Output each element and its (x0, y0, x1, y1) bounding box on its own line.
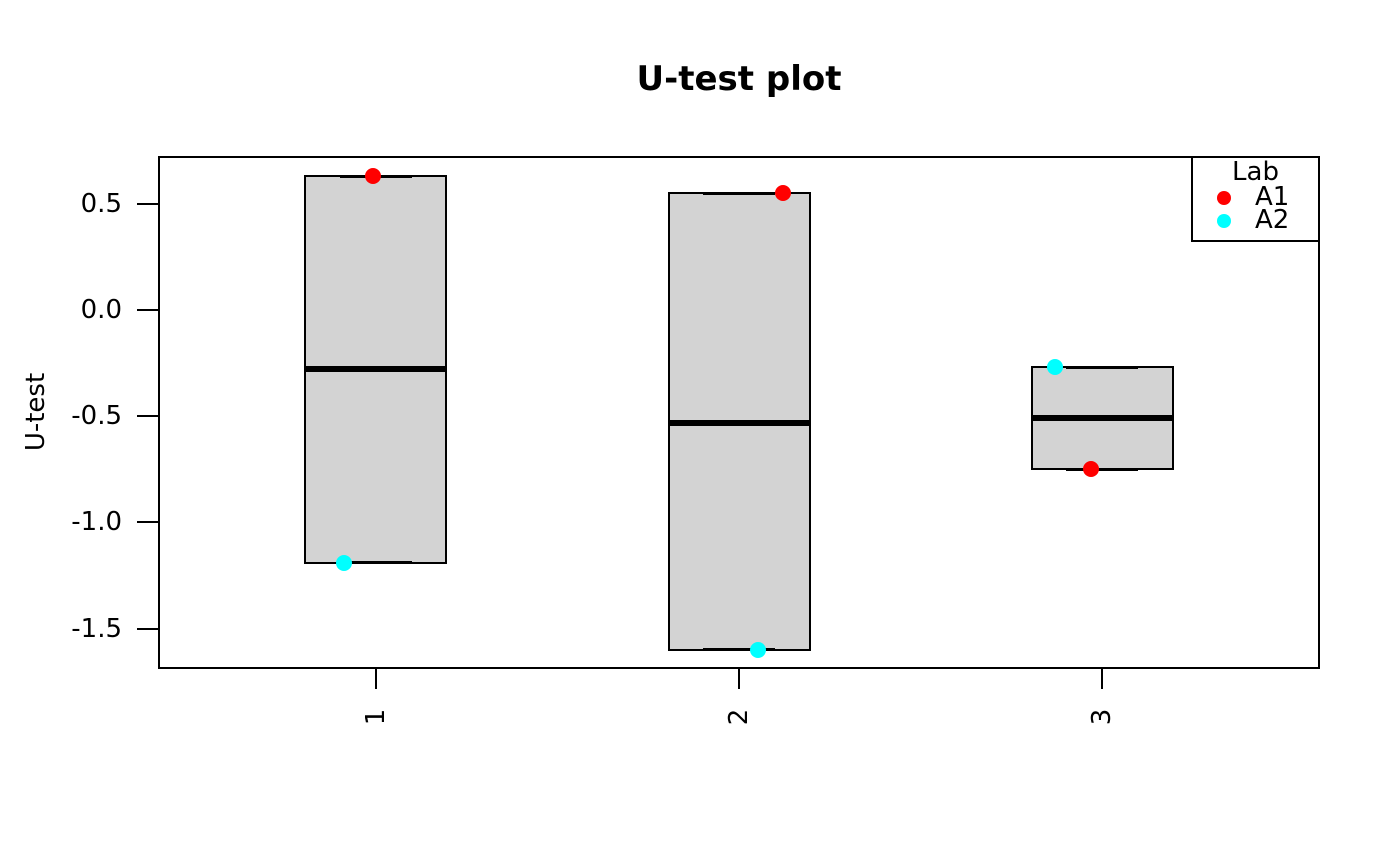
y-tick-label: 0.0 (80, 295, 122, 325)
legend-entry-a1: A1 (1193, 182, 1318, 212)
x-tick-label: 2 (724, 708, 754, 726)
y-tick-mark (137, 415, 158, 418)
y-tick-label: -1.5 (71, 613, 122, 644)
box-median-line-3 (1030, 415, 1174, 422)
data-point-a1-group-1 (365, 168, 381, 185)
box-staple-top-3 (1066, 365, 1138, 369)
y-tick-label: -0.5 (71, 401, 122, 432)
legend-label-a1: A1 (1255, 182, 1290, 212)
y-tick-label: -1.0 (71, 507, 122, 538)
data-point-a1-group-3 (1082, 461, 1099, 478)
box-median-line-1 (304, 366, 448, 373)
box-median-line-2 (667, 419, 811, 426)
data-point-a2-group-2 (749, 641, 766, 658)
x-tick-mark (738, 669, 740, 689)
legend-dot-a1-icon (1217, 190, 1231, 205)
legend-entry-a2: A2 (1193, 205, 1318, 235)
y-tick-mark (137, 627, 158, 630)
x-tick-mark (1101, 669, 1104, 689)
x-tick-label: 1 (360, 708, 391, 726)
y-tick-label: 0.5 (80, 188, 122, 219)
x-tick-label: 3 (1087, 708, 1118, 726)
chart-title: U-test plot (636, 59, 842, 99)
y-tick-mark (137, 309, 158, 311)
legend-label-a2: A2 (1255, 205, 1290, 235)
legend-dot-a2-icon (1217, 213, 1231, 228)
data-point-a1-group-2 (775, 185, 792, 202)
box-staple-bottom-1 (340, 561, 412, 565)
data-point-a2-group-1 (336, 554, 353, 571)
y-tick-mark (137, 521, 158, 524)
data-point-a2-group-3 (1046, 359, 1063, 376)
box-staple-top-2 (703, 191, 775, 195)
box-staple-bottom-2 (703, 648, 775, 652)
legend-title: Lab (1232, 157, 1279, 187)
y-tick-mark (137, 202, 158, 205)
box-staple-bottom-3 (1066, 467, 1138, 471)
legend: Lab A1 A2 (1191, 156, 1320, 242)
x-tick-mark (374, 669, 377, 689)
